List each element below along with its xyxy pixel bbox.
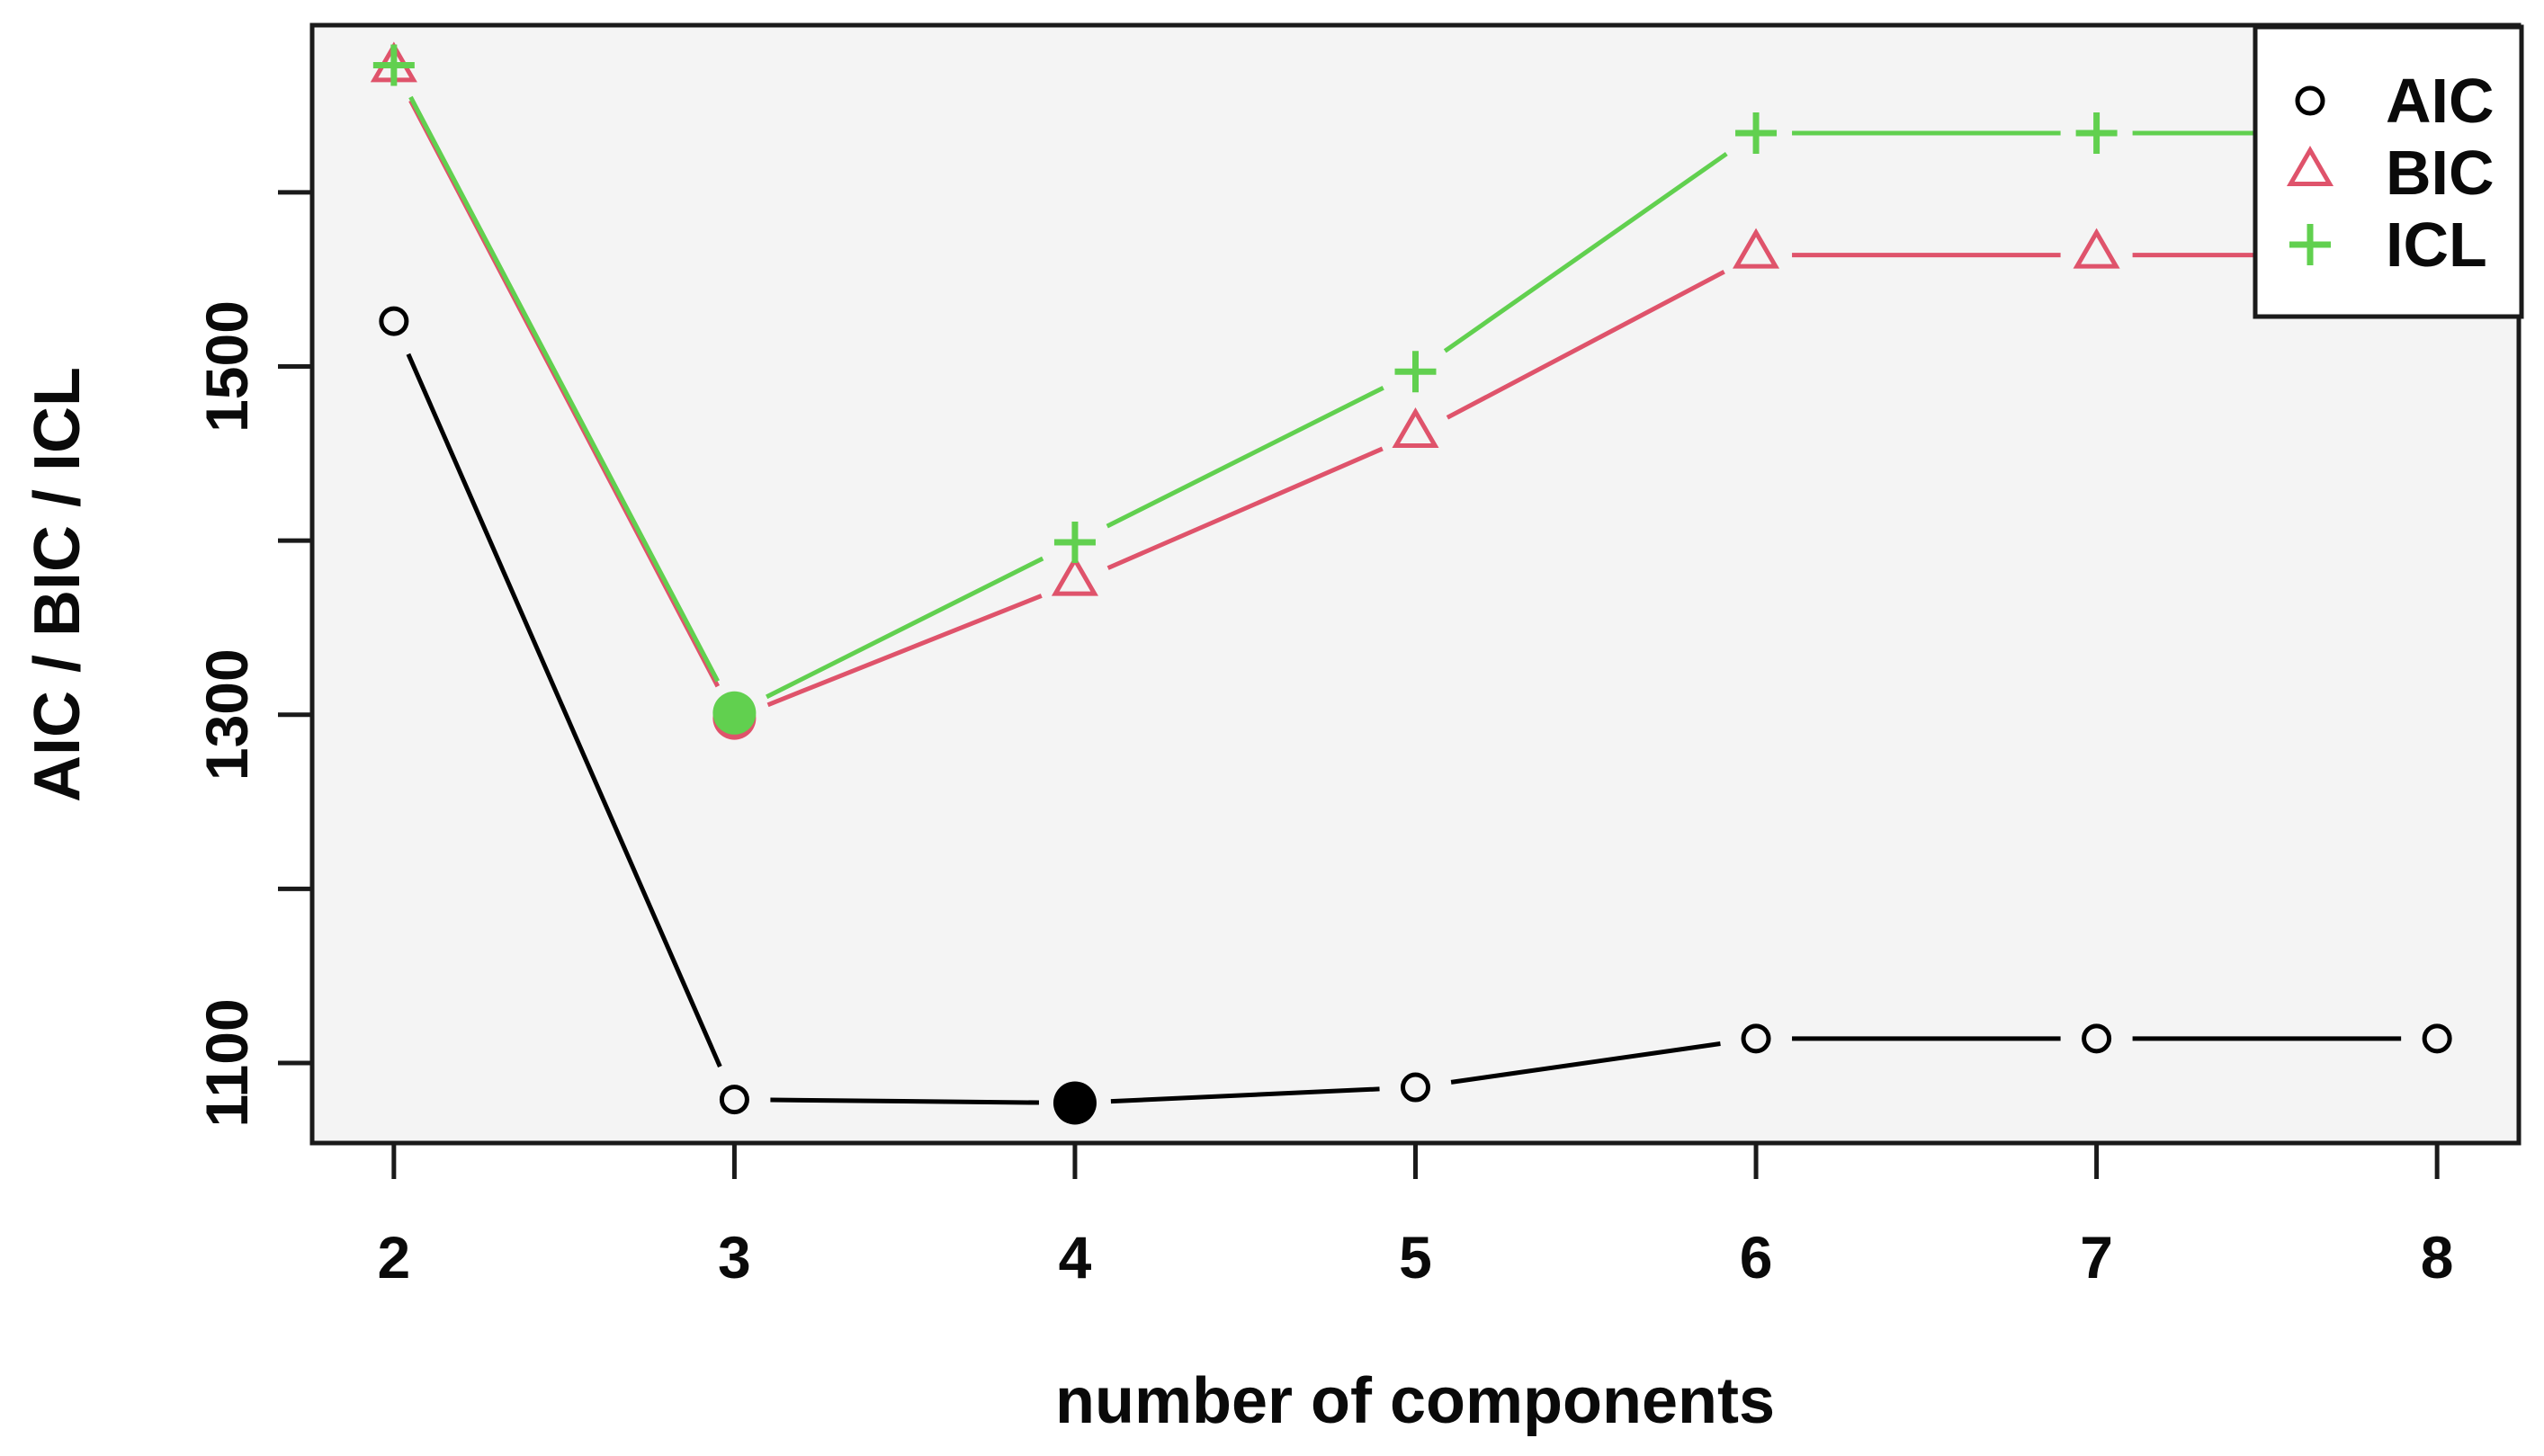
aic-point-marker [1401, 1072, 1430, 1103]
aic-min-dot [1053, 1081, 1097, 1125]
legend-label-bic: BIC [2386, 138, 2495, 208]
bic-series-segment [1106, 446, 1384, 570]
aic-point-marker [2422, 1023, 2452, 1054]
legend-marker-bic [2286, 146, 2334, 186]
legend-marker-aic [2295, 85, 2325, 116]
icl-series-segment [1106, 385, 1384, 529]
x-tick-label: 4 [1059, 1224, 1092, 1291]
bic-series-segment [766, 594, 1043, 708]
aic-series-segment [1110, 1086, 1380, 1104]
x-tick-label: 8 [2421, 1224, 2454, 1291]
x-tick-label: 6 [1740, 1224, 1773, 1291]
icl-series-segment [408, 95, 721, 683]
bic-series-segment [1446, 270, 1725, 420]
legend-label-icl: ICL [2386, 210, 2487, 280]
icl-series-segment [766, 556, 1044, 700]
y-axis-title: AIC / BIC / ICL [22, 367, 94, 802]
aic-point-marker [379, 306, 409, 336]
x-tick-label: 2 [377, 1224, 410, 1291]
y-tick-label: 1100 [193, 998, 260, 1127]
plot-panel [312, 25, 2519, 1143]
aic-point-marker [1741, 1023, 1771, 1054]
legend-label-aic: AIC [2386, 66, 2495, 136]
bic-point-marker [1733, 228, 1780, 269]
bic-point-marker [2073, 228, 2120, 269]
bic-point-marker [1392, 407, 1439, 448]
aic-series-segment [406, 353, 722, 1067]
aic-series-segment [770, 1097, 1039, 1105]
x-tick-label: 7 [2080, 1224, 2113, 1291]
x-axis-title: number of components [1055, 1365, 1775, 1437]
icl-min-dot [712, 691, 757, 735]
y-tick-label: 1300 [193, 648, 260, 781]
aic-point-marker [719, 1085, 749, 1115]
x-tick-label: 5 [1399, 1224, 1432, 1291]
icl-series-segment [1443, 151, 1728, 353]
bic-point-marker [1051, 555, 1098, 596]
aic-point-marker [2082, 1023, 2112, 1054]
x-tick-label: 3 [718, 1224, 751, 1291]
aic-series-segment [1450, 1041, 1721, 1085]
y-tick-label: 1500 [193, 300, 260, 433]
